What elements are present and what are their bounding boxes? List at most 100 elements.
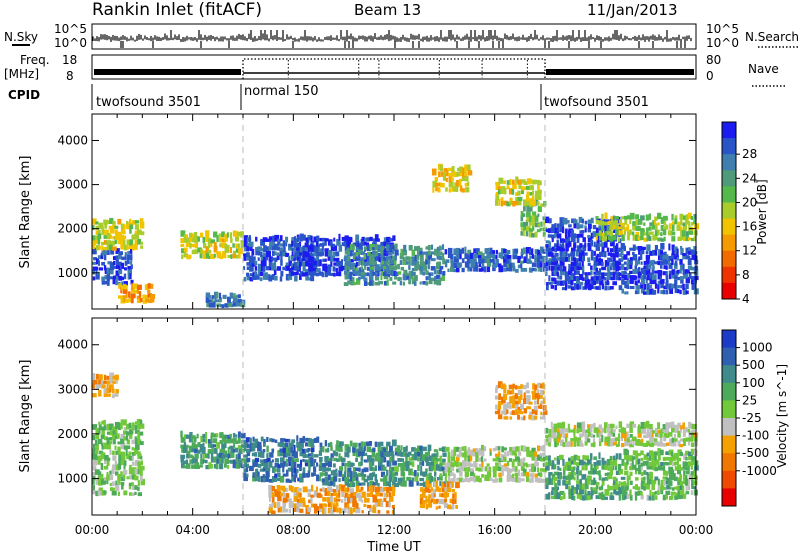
range-cell [438, 505, 441, 509]
range-cell [332, 243, 336, 247]
range-cell [461, 478, 465, 483]
range-cell [547, 234, 552, 238]
range-cell [467, 447, 471, 453]
range-cell [590, 453, 593, 461]
range-cell [272, 496, 275, 503]
range-cell [324, 266, 328, 273]
range-cell [277, 506, 282, 513]
range-cell [290, 447, 293, 453]
range-cell [374, 498, 379, 503]
range-cell [448, 188, 452, 193]
range-cell [536, 397, 539, 405]
range-cell [668, 480, 673, 486]
range-cell [427, 244, 431, 251]
range-cell [560, 439, 565, 447]
range-cell [276, 246, 280, 251]
range-cell [336, 261, 341, 267]
range-cell [562, 459, 565, 466]
range-cell [302, 234, 306, 241]
range-cell [559, 217, 565, 224]
range-cell [109, 437, 113, 441]
range-cell [637, 433, 642, 438]
range-cell [372, 504, 376, 509]
range-cell [537, 194, 542, 201]
range-cell [671, 231, 676, 236]
range-cell [374, 474, 378, 481]
range-cell [408, 273, 414, 280]
range-cell [120, 481, 125, 486]
range-cell [408, 451, 412, 456]
range-cell [419, 471, 425, 476]
range-cell [316, 261, 320, 267]
range-cell [638, 424, 641, 429]
range-cell [205, 296, 210, 303]
range-cell [103, 219, 108, 225]
range-cell [626, 479, 630, 486]
range-cell [517, 477, 521, 483]
range-cell [522, 384, 527, 390]
range-cell [551, 463, 555, 470]
range-cell [617, 226, 623, 230]
range-cell [646, 283, 650, 290]
range-cell [462, 167, 466, 172]
range-cell [573, 454, 578, 461]
range-cell [489, 449, 492, 456]
range-cell [92, 435, 96, 441]
range-cell [318, 475, 321, 482]
range-cell [259, 272, 264, 277]
range-cell [238, 253, 241, 259]
range-cell [669, 287, 674, 294]
range-cell [327, 467, 331, 472]
range-cell [557, 479, 561, 486]
range-cell [422, 261, 427, 266]
range-cell [335, 272, 341, 277]
range-cell [314, 459, 317, 463]
range-cell [111, 388, 115, 394]
range-cell [131, 492, 135, 496]
range-cell [340, 457, 346, 463]
range-cell [533, 389, 537, 394]
range-cell [352, 476, 356, 482]
colorbar-tick-label: -25 [742, 411, 762, 425]
range-cell [660, 232, 663, 237]
range-cell [394, 271, 399, 276]
range-cell [640, 275, 645, 281]
range-cell [612, 219, 617, 226]
range-cell [648, 226, 652, 231]
range-cell [216, 299, 221, 303]
range-cell [269, 503, 273, 508]
range-cell [369, 485, 373, 492]
range-cell [268, 245, 273, 251]
range-cell [598, 452, 601, 460]
range-cell [350, 470, 353, 478]
range-cell [534, 409, 538, 416]
range-cell [607, 436, 611, 442]
range-cell [129, 474, 133, 480]
range-cell [459, 178, 462, 183]
range-cell [92, 490, 96, 495]
range-cell [651, 259, 655, 265]
range-cell [559, 243, 562, 248]
range-cell [313, 270, 317, 276]
range-cell [444, 249, 448, 255]
range-cell [444, 466, 449, 473]
range-cell [104, 477, 108, 481]
range-cell [531, 219, 537, 226]
range-cell [584, 242, 587, 248]
range-cell [671, 269, 676, 275]
range-cell [288, 260, 293, 267]
range-cell [330, 470, 333, 476]
x-tick-label: 00:00 [75, 523, 110, 537]
range-cell [229, 438, 235, 444]
range-cell [118, 463, 121, 470]
y-tick-label: 2000 [57, 427, 88, 441]
range-cell [118, 423, 122, 431]
range-cell [352, 253, 357, 260]
range-cell [677, 221, 682, 226]
range-cell [299, 441, 304, 448]
range-cell [674, 255, 679, 260]
range-cell [392, 460, 397, 466]
range-cell [595, 278, 599, 284]
range-cell [254, 270, 257, 276]
range-cell [100, 434, 105, 439]
